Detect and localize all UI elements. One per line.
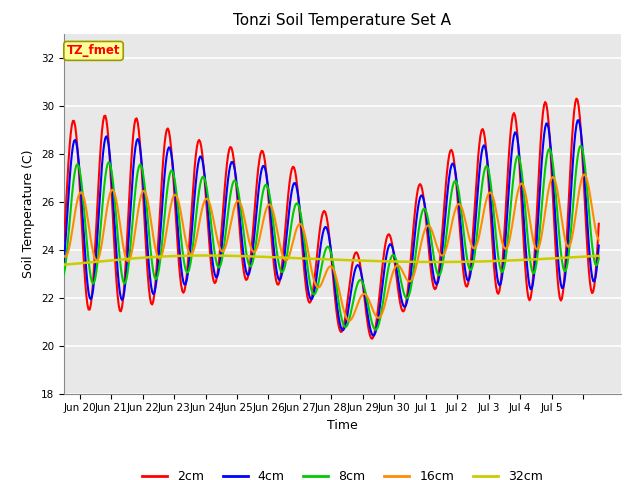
X-axis label: Time: Time bbox=[327, 419, 358, 432]
Text: TZ_fmet: TZ_fmet bbox=[67, 44, 120, 58]
Y-axis label: Soil Temperature (C): Soil Temperature (C) bbox=[22, 149, 35, 278]
Legend: 2cm, 4cm, 8cm, 16cm, 32cm: 2cm, 4cm, 8cm, 16cm, 32cm bbox=[137, 465, 548, 480]
Title: Tonzi Soil Temperature Set A: Tonzi Soil Temperature Set A bbox=[234, 13, 451, 28]
